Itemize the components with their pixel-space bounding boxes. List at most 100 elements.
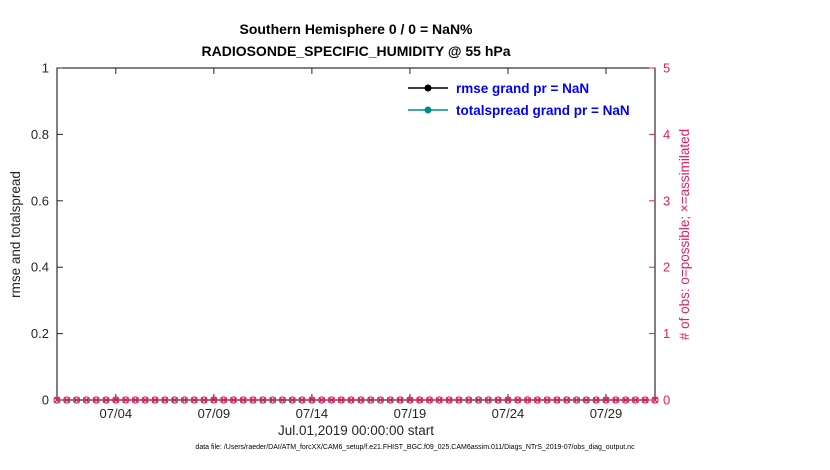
possible-obs-marker <box>523 396 532 404</box>
assimilated-obs-marker <box>377 396 384 404</box>
possible-obs-marker <box>376 396 385 404</box>
possible-obs-marker <box>278 396 287 404</box>
rmse-legend-marker-icon <box>424 84 432 92</box>
assimilated-obs-marker <box>230 396 237 404</box>
assimilated-obs-marker <box>308 396 316 404</box>
assimilated-obs-marker <box>524 396 531 404</box>
possible-obs-marker <box>220 396 228 404</box>
x-axis-label: Jul.01,2019 00:00:00 start <box>277 423 435 438</box>
left-y-tick-label: 0.4 <box>31 260 49 275</box>
x-tick-label: 07/04 <box>100 406 133 421</box>
possible-obs-marker <box>239 396 247 404</box>
assimilated-obs-marker <box>534 396 541 404</box>
totalspread-legend-sample <box>408 106 448 114</box>
right-axis-label-wrap: # of obs: o=possible; ×=assimilated <box>668 68 702 400</box>
right-y-tick-label: 1 <box>663 326 670 341</box>
chart-subtitle: RADIOSONDE_SPECIFIC_HUMIDITY @ 55 hPa <box>201 43 511 59</box>
possible-obs-marker <box>612 396 620 404</box>
assimilated-obs-marker <box>387 396 394 404</box>
assimilated-obs-marker <box>455 396 463 404</box>
assimilated-obs-marker <box>642 396 649 404</box>
possible-obs-marker <box>592 396 600 404</box>
assimilated-obs-marker <box>112 396 120 404</box>
possible-obs-marker <box>249 396 257 404</box>
right-y-tick-label: 3 <box>663 193 670 208</box>
right-y-tick-label: 5 <box>663 61 670 76</box>
assimilated-obs-marker <box>289 396 296 404</box>
possible-obs-marker <box>641 396 649 404</box>
possible-obs-marker <box>484 396 492 404</box>
possible-obs-marker <box>367 396 375 404</box>
possible-obs-marker <box>53 396 61 404</box>
possible-obs-marker <box>82 396 91 404</box>
right-axis-label: # of obs: o=possible; ×=assimilated <box>677 128 693 340</box>
possible-obs-marker <box>582 396 591 404</box>
assimilated-obs-marker <box>249 396 257 404</box>
assimilated-obs-marker <box>328 396 335 404</box>
assimilated-obs-marker <box>622 396 629 404</box>
assimilated-obs-marker <box>563 396 570 404</box>
possible-obs-marker <box>210 396 218 404</box>
assimilated-obs-marker <box>83 396 90 404</box>
right-y-tick-label: 4 <box>663 127 670 142</box>
possible-obs-marker <box>572 396 581 404</box>
possible-obs-marker <box>102 396 110 404</box>
assimilated-obs-marker <box>298 396 306 404</box>
plot-frame <box>56 67 656 401</box>
possible-obs-marker <box>72 396 81 404</box>
possible-obs-marker <box>131 396 140 404</box>
possible-obs-marker <box>180 396 189 404</box>
possible-obs-marker <box>347 396 355 404</box>
possible-obs-marker <box>170 396 179 404</box>
right-y-tick-label: 0 <box>663 393 670 408</box>
possible-obs-marker <box>494 396 502 404</box>
possible-obs-marker <box>631 396 640 404</box>
assimilated-obs-marker <box>602 396 610 404</box>
x-tick-label: 07/24 <box>492 406 525 421</box>
possible-obs-marker <box>465 396 473 404</box>
legend-item-totalspread: totalspread grand pr = NaN <box>406 99 630 121</box>
possible-obs-marker <box>396 396 404 404</box>
assimilated-obs-marker <box>269 396 276 404</box>
assimilated-obs-marker <box>465 396 472 404</box>
assimilated-obs-marker <box>357 396 365 404</box>
totalspread-legend-marker-icon <box>424 106 432 114</box>
possible-obs-marker <box>318 396 326 404</box>
possible-obs-marker <box>298 396 306 404</box>
assimilated-obs-marker <box>93 396 100 404</box>
possible-obs-marker <box>112 396 120 404</box>
x-tick-label: 07/14 <box>296 406 329 421</box>
assimilated-obs-marker <box>171 396 178 404</box>
assimilated-obs-marker <box>573 396 580 404</box>
possible-obs-marker <box>288 396 296 404</box>
possible-obs-marker <box>229 396 238 404</box>
chart-title: Southern Hemisphere 0 / 0 = NaN% <box>239 21 473 37</box>
assimilated-obs-marker <box>63 396 70 404</box>
possible-obs-marker <box>504 396 512 404</box>
possible-obs-marker <box>200 396 208 404</box>
assimilated-obs-marker <box>161 396 169 404</box>
assimilated-obs-marker <box>651 396 659 404</box>
left-y-tick-label: 0.6 <box>31 193 49 208</box>
assimilated-obs-marker <box>191 396 198 404</box>
possible-obs-marker <box>425 396 434 404</box>
assimilated-obs-marker <box>240 396 247 404</box>
possible-obs-marker <box>474 396 483 404</box>
assimilated-obs-marker <box>259 396 267 404</box>
assimilated-obs-marker <box>485 396 492 404</box>
left-y-tick-label: 0 <box>42 393 49 408</box>
x-tick-label: 07/09 <box>198 406 231 421</box>
possible-obs-marker <box>514 396 522 404</box>
possible-obs-marker <box>416 396 424 404</box>
assimilated-obs-marker <box>592 396 600 404</box>
assimilated-obs-marker <box>279 396 286 404</box>
assimilated-obs-marker <box>73 396 80 404</box>
possible-obs-marker <box>651 396 659 404</box>
assimilated-obs-marker <box>612 396 619 404</box>
assimilated-obs-marker <box>181 396 188 404</box>
left-axis-label: rmse and totalspread <box>7 170 23 298</box>
possible-obs-marker <box>151 396 159 404</box>
possible-obs-marker <box>141 396 149 404</box>
assimilated-obs-marker <box>436 396 443 404</box>
